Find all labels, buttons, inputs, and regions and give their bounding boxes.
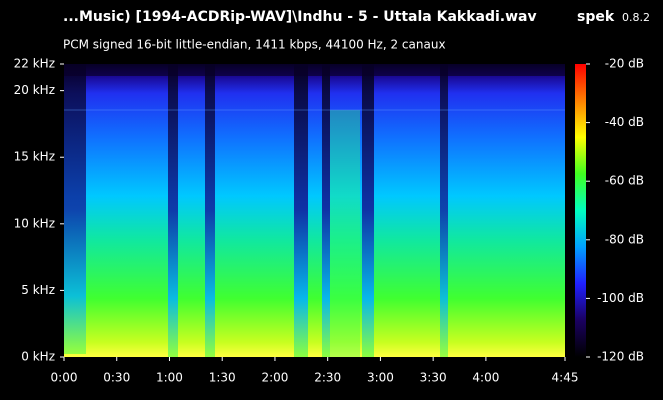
file-info: PCM signed 16-bit little-endian, 1411 kb… (63, 38, 446, 52)
x-tick-label: 3:00 (367, 371, 394, 385)
x-tick-label: 3:30 (420, 371, 447, 385)
x-tick-label: 1:00 (156, 371, 183, 385)
app-name: spek (577, 9, 615, 25)
y-tick-label: 15 kHz (14, 150, 55, 164)
y-tick-label: 22 kHz (14, 57, 55, 71)
x-tick-label: 4:00 (472, 371, 499, 385)
colorbar-tick-label: -80 dB (605, 232, 644, 246)
spectrogram-image (64, 64, 565, 357)
colorbar-tick-label: -120 dB (597, 350, 644, 364)
file-title: ...Music) [1994-ACDRip-WAV]\Indhu - 5 - … (63, 9, 537, 25)
x-tick-label: 2:30 (314, 371, 341, 385)
y-tick-label: 20 kHz (14, 83, 55, 97)
colorbar-tick-label: -60 dB (605, 174, 644, 188)
y-tick-label: 0 kHz (21, 350, 55, 364)
colorbar-tick-label: -20 dB (605, 57, 644, 71)
colorbar-tick-label: -100 dB (597, 291, 644, 305)
app-version: 0.8.2 (622, 11, 650, 24)
x-tick-label: 2:00 (261, 371, 288, 385)
colorbar-tick-label: -40 dB (605, 115, 644, 129)
y-tick-label: 10 kHz (14, 216, 55, 230)
colorbar (575, 64, 586, 357)
x-tick-label: 0:30 (103, 371, 130, 385)
x-tick-label: 4:45 (552, 371, 579, 385)
x-tick-label: 0:00 (51, 371, 78, 385)
y-tick-label: 5 kHz (21, 283, 55, 297)
x-tick-label: 1:30 (209, 371, 236, 385)
